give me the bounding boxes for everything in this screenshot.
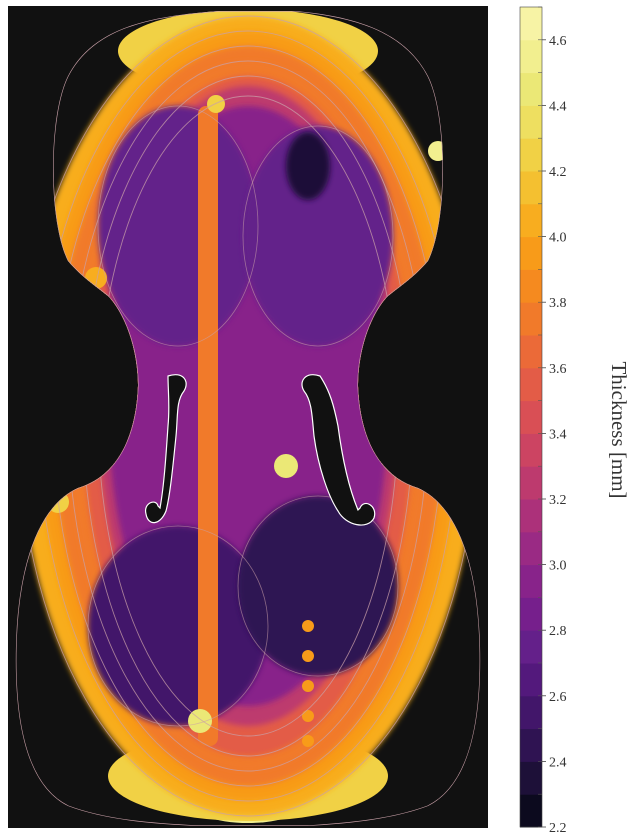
colorbar-band <box>520 171 542 205</box>
thickness-region <box>302 735 314 747</box>
thickness-region <box>88 526 268 726</box>
colorbar-band <box>520 203 542 238</box>
plate-fill <box>18 11 478 823</box>
colorbar-band <box>520 531 542 566</box>
colorbar-band <box>520 695 542 730</box>
thickness-region <box>243 126 393 346</box>
colorbar-strip <box>519 6 543 828</box>
thickness-region <box>302 680 314 692</box>
colorbar-band <box>520 663 542 697</box>
contour-line <box>97 105 259 347</box>
colorbar-band <box>520 433 542 467</box>
colorbar-tick-label: 4.2 <box>549 165 567 180</box>
colorbar-band <box>520 39 542 74</box>
colorbar-band <box>520 72 542 106</box>
colorbar-band <box>520 335 542 369</box>
colorbar-frame <box>519 6 543 828</box>
colorbar-tick-label: 2.4 <box>549 755 567 770</box>
colorbar-tick-label: 3.4 <box>549 427 567 442</box>
colorbar-band <box>520 499 542 533</box>
thickness-region <box>302 620 314 632</box>
contour-line <box>237 495 399 677</box>
contour-line <box>87 525 269 727</box>
contour-line <box>242 125 394 347</box>
colorbar-band <box>520 597 542 631</box>
colorbar-tick-label: 3.0 <box>549 559 567 574</box>
colorbar-band <box>520 7 542 41</box>
colorbar-band <box>520 761 542 795</box>
colorbar-band <box>520 105 542 139</box>
colorbar-band <box>520 630 542 664</box>
colorbar-ticks: 2.2 2.4 2.6 2.8 3.0 3.2 3.4 3.6 3.8 4.0 4.2 4.4 4.6 <box>538 6 567 835</box>
colorbar-tick-label: 2.6 <box>549 690 567 705</box>
colorbar-band <box>520 269 542 303</box>
colorbar-tick-label: 3.8 <box>549 296 567 311</box>
colorbar-band <box>520 236 542 270</box>
colorbar-band <box>520 367 542 402</box>
thickness-region <box>302 650 314 662</box>
f-hole <box>144 374 187 524</box>
colorbar-band <box>520 466 542 500</box>
f-hole <box>301 374 376 526</box>
colorbar-band <box>520 564 542 598</box>
colorbar-band <box>520 728 542 762</box>
colorbar-band <box>520 794 542 828</box>
thickness-region <box>274 454 298 478</box>
thickness-region <box>207 95 225 113</box>
colorbar-tick-label: 4.0 <box>549 231 567 246</box>
thickness-region <box>238 496 398 676</box>
thickness-map <box>8 6 488 828</box>
thickness-region <box>286 132 330 200</box>
colorbar-band <box>520 302 542 336</box>
colorbar-tick-label: 2.8 <box>549 624 567 639</box>
thickness-region <box>98 106 258 346</box>
thickness-region <box>198 106 218 746</box>
colorbar-band <box>520 400 542 434</box>
colorbar-band <box>520 138 542 172</box>
f-holes <box>144 374 376 526</box>
colorbar-tick-label: 4.6 <box>549 34 567 49</box>
colorbar-title: Thickness [mm] <box>607 361 631 498</box>
colorbar-tick-label: 2.2 <box>549 821 567 835</box>
plate-outline <box>15 11 481 826</box>
colorbar-tick-label: 3.6 <box>549 362 567 377</box>
colorbar-tick-label: 4.4 <box>549 99 567 114</box>
colorbar: 2.22.42.62.83.03.23.43.63.84.04.24.44.6 … <box>519 6 631 835</box>
thickness-region <box>302 710 314 722</box>
colorbar-tick-label: 3.2 <box>549 493 567 508</box>
